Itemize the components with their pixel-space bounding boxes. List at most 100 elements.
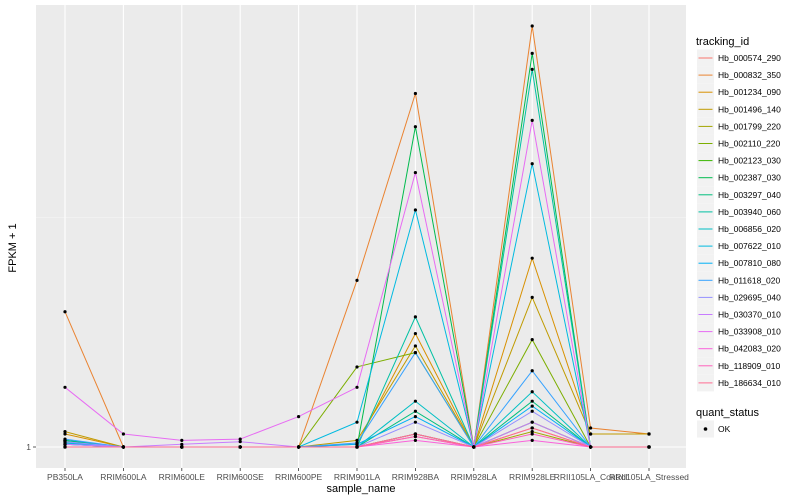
x-tick-label: RRIM928LA: [451, 472, 498, 482]
data-point: [413, 438, 417, 442]
x-axis: PB350LA RRIM600LA RRIM600LE RRIM600SE RRIM60…: [47, 468, 689, 482]
legend-label: Hb_001496_140: [718, 104, 781, 114]
data-point: [530, 51, 534, 55]
legend-item: Hb_002387_030: [697, 169, 781, 187]
data-point: [530, 256, 534, 260]
x-tick-label: PB350LA: [47, 472, 83, 482]
data-point: [63, 442, 67, 446]
data-point: [355, 420, 359, 424]
legend-label: Hb_030370_010: [718, 310, 781, 320]
data-point: [297, 415, 301, 419]
x-tick-label: RRIM901LA: [334, 472, 381, 482]
y-axis-title: FPKM + 1: [7, 223, 19, 272]
data-point: [355, 441, 359, 445]
legend-item: Hb_030370_010: [697, 306, 781, 323]
data-point: [63, 385, 67, 389]
x-tick-label: RRIM928BA: [392, 472, 440, 482]
data-point: [530, 162, 534, 166]
legend-item: Hb_186634_010: [697, 374, 781, 392]
legend-label: Hb_000832_350: [718, 70, 781, 80]
data-point: [530, 338, 534, 342]
data-point: [530, 390, 534, 394]
data-point: [589, 426, 593, 430]
x-axis-title: sample_name: [326, 483, 395, 495]
data-point: [180, 445, 184, 449]
x-tick-label: RRII105LA_Stressed: [609, 472, 689, 482]
data-point: [530, 399, 534, 403]
legend-label: OK: [718, 424, 731, 434]
data-point: [413, 125, 417, 129]
series-points: [63, 24, 651, 449]
legend-item: Hb_006856_020: [697, 220, 781, 238]
legend-items: Hb_000574_290 Hb_000832_350 Hb_001234_090 H…: [697, 49, 781, 392]
x-tick-label: RRII105LA_Control: [554, 472, 628, 482]
legend-item: Hb_002110_220: [697, 135, 781, 152]
data-point: [238, 437, 242, 441]
data-point: [355, 445, 359, 449]
legend-label: Hb_002123_030: [718, 156, 781, 166]
data-point: [530, 409, 534, 413]
data-point: [413, 91, 417, 96]
legend-item: Hb_042083_020: [697, 340, 781, 358]
legend-label: Hb_186634_010: [718, 378, 781, 388]
data-point: [413, 415, 417, 419]
data-point: [121, 445, 125, 449]
data-point: [589, 432, 593, 436]
data-point: [413, 399, 417, 403]
data-point: [63, 429, 67, 434]
legend-point-swatch: [703, 427, 708, 431]
data-point: [180, 438, 184, 442]
data-point: [530, 67, 534, 71]
legend-item: Hb_007622_010: [697, 237, 781, 255]
legend-label: Hb_002387_030: [718, 173, 781, 183]
legend-item: Hb_001799_220: [697, 117, 781, 135]
legend-label: Hb_007622_010: [718, 241, 781, 251]
data-point: [530, 429, 534, 434]
legend-shape-item: OK: [697, 420, 731, 438]
data-point: [530, 24, 534, 28]
data-point: [413, 434, 417, 439]
data-point: [355, 438, 359, 442]
data-point: [63, 445, 67, 449]
legend-label: Hb_000574_290: [718, 53, 781, 63]
data-point: [121, 432, 125, 436]
legend-label: Hb_003297_040: [718, 190, 781, 200]
legend-item: Hb_000832_350: [697, 66, 781, 84]
plot-panel: [36, 5, 686, 468]
data-point: [413, 344, 417, 348]
legend-item: Hb_118909_010: [697, 357, 781, 375]
data-point: [238, 445, 242, 449]
data-point: [63, 310, 67, 314]
data-point: [238, 440, 242, 444]
data-point: [530, 426, 534, 430]
legend-label: Hb_001234_090: [718, 87, 781, 97]
data-point: [530, 432, 534, 436]
y-axis: 1: [26, 442, 36, 452]
data-point: [63, 437, 67, 441]
data-point: [63, 432, 67, 436]
data-point: [180, 442, 184, 446]
legend-label: Hb_011618_020: [718, 275, 781, 285]
data-point: [413, 432, 417, 436]
legend-item: Hb_003297_040: [697, 186, 781, 204]
legend-item: Hb_001234_090: [697, 83, 781, 101]
data-point: [589, 445, 593, 449]
data-point: [647, 432, 651, 436]
x-tick-label: RRIM600PE: [275, 472, 323, 482]
data-point: [413, 409, 417, 413]
legend-item: Hb_002123_030: [697, 152, 781, 170]
legend-label: Hb_033908_010: [718, 327, 781, 337]
data-point: [63, 440, 67, 444]
data-point: [355, 278, 359, 282]
legend-label: Hb_007810_080: [718, 258, 781, 268]
data-point: [530, 438, 534, 442]
x-tick-label: RRIM600LA: [100, 472, 147, 482]
x-tick-label: RRIM600SE: [217, 472, 265, 482]
data-point: [413, 170, 417, 175]
data-point: [355, 385, 359, 389]
data-point: [297, 445, 301, 449]
legend-label: Hb_002110_220: [718, 139, 781, 149]
data-point: [413, 315, 417, 319]
legend-label: Hb_006856_020: [718, 224, 781, 234]
